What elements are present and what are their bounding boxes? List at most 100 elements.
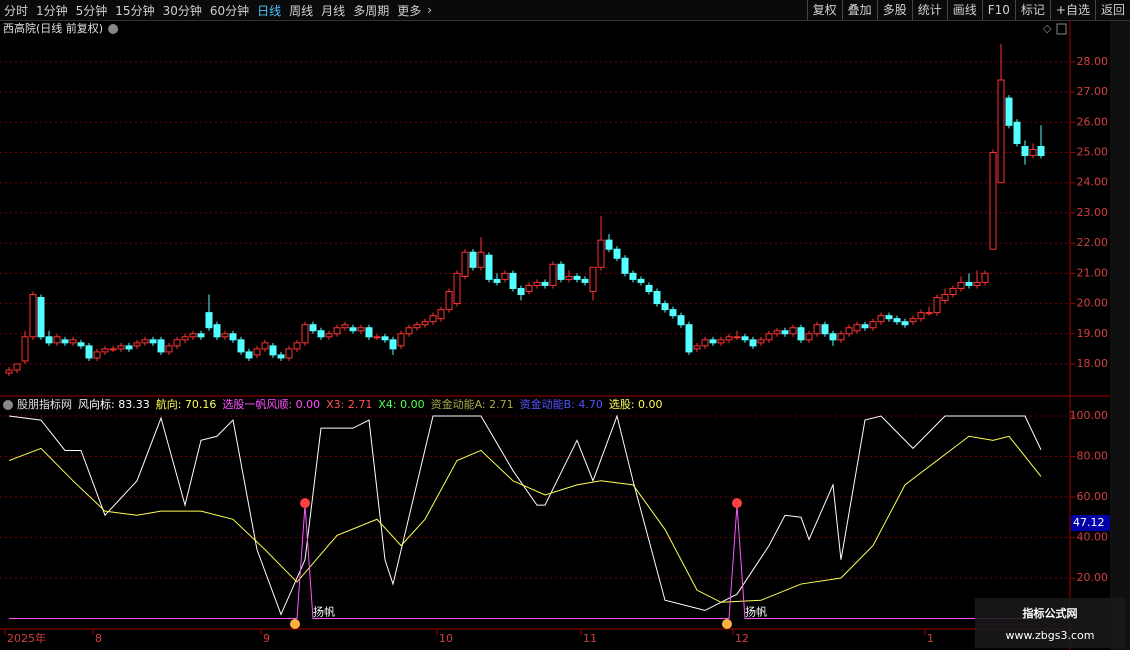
candle-body <box>621 257 629 274</box>
period-tab[interactable]: 更多 <box>397 3 422 18</box>
candle-body <box>1029 148 1037 157</box>
x-tick-label: 12 <box>735 632 749 645</box>
candle-body <box>437 309 445 320</box>
candle-body <box>349 327 357 332</box>
tool-button[interactable]: 统计 <box>911 0 947 20</box>
cursor-label-bg <box>1071 515 1110 532</box>
candle-body <box>861 324 869 329</box>
candle-body <box>357 327 365 332</box>
y-tick-label: 25.00 <box>1077 146 1109 159</box>
y-tick-label: 19.00 <box>1077 327 1109 340</box>
x-tick-label: 2025年 <box>7 631 46 645</box>
period-tab[interactable]: 15分钟 <box>115 3 155 18</box>
candle-body <box>413 324 421 329</box>
candle-body <box>941 294 949 302</box>
candle-body <box>565 275 573 280</box>
candle-body <box>85 345 93 359</box>
period-tab[interactable]: 周线 <box>289 3 314 18</box>
candle-body <box>973 281 981 286</box>
candle-body <box>325 333 333 338</box>
candle-body <box>317 330 325 338</box>
candle-body <box>61 339 69 344</box>
candle-body <box>205 312 213 329</box>
indicator-line <box>9 505 1041 619</box>
tool-button[interactable]: 复权 <box>806 0 842 20</box>
legend-entry: 风向标: 83.33 <box>78 397 150 411</box>
candle-body <box>53 336 61 344</box>
candle-body <box>613 248 621 259</box>
candle-body <box>189 333 197 338</box>
candle-body <box>253 348 261 356</box>
y-tick-label: 27.00 <box>1077 85 1109 98</box>
candle-body <box>709 339 717 344</box>
period-tab[interactable]: 分时 <box>4 3 29 18</box>
candle-body <box>637 278 645 283</box>
candle-body <box>101 348 109 353</box>
x-tick-label: 8 <box>95 632 102 645</box>
watermark-title: 指标公式网 <box>1023 606 1078 620</box>
candle-body <box>509 272 517 289</box>
candle-body <box>293 342 301 350</box>
candle-body <box>485 254 493 280</box>
candle-body <box>477 251 485 268</box>
candle-body <box>117 345 125 350</box>
candle-body <box>461 251 469 277</box>
candle-body <box>669 309 677 317</box>
x-tick-label: 10 <box>439 632 453 645</box>
legend-entry: X3: 2.71 <box>326 398 372 411</box>
candle-body <box>797 327 805 341</box>
icon[interactable] <box>3 400 13 410</box>
icon[interactable] <box>108 24 119 34</box>
toolbar-right: 复权 叠加 多股 统计 画线 F10 标记 +自选 返回 <box>806 0 1130 20</box>
candle-body <box>69 339 77 344</box>
candle-body <box>93 351 101 359</box>
candle-body <box>1037 145 1045 157</box>
tool-button[interactable]: 标记 <box>1014 0 1050 20</box>
candle-body <box>997 79 1005 184</box>
candle-body <box>885 315 893 320</box>
y-tick-label: 26.00 <box>1077 115 1109 128</box>
period-tab[interactable]: 月线 <box>321 3 346 18</box>
period-tab[interactable]: 30分钟 <box>162 3 202 18</box>
toolbar-left: 分时 1分钟 5分钟 15分钟 30分钟 60分钟 日线 周线 月线 多周期 更多 › <box>0 0 434 20</box>
icon[interactable]: ◇ <box>1043 22 1052 35</box>
candle-body <box>557 263 565 280</box>
indicator-line <box>8 435 1042 603</box>
tool-button[interactable]: F10 <box>981 0 1015 20</box>
icon[interactable] <box>1056 23 1067 35</box>
candle-body <box>813 324 821 335</box>
candle-body <box>277 354 285 359</box>
period-tab[interactable]: 1分钟 <box>36 3 68 18</box>
tool-button[interactable]: +自选 <box>1049 0 1095 20</box>
candle-body <box>829 333 837 341</box>
legend-entry: 选股: 0.00 <box>609 398 663 411</box>
watermark-url: www.zbgs3.com <box>1006 629 1095 642</box>
x-tick-label: 9 <box>263 632 270 645</box>
y-tick-label: 80.00 <box>1077 450 1109 463</box>
candle-body <box>597 239 605 268</box>
candle-body <box>429 315 437 323</box>
candle-body <box>229 333 237 341</box>
candle-body <box>133 342 141 347</box>
cursor-label: 47.12 <box>1073 516 1105 529</box>
watermark-bg <box>975 598 1125 648</box>
legend-entry: X4: 0.00 <box>378 398 424 411</box>
y-tick-label: 28.00 <box>1077 55 1109 68</box>
candle-body <box>645 284 653 292</box>
y-tick-label: 40.00 <box>1077 530 1109 543</box>
candle-body <box>805 333 813 341</box>
candle-body <box>333 327 341 335</box>
tool-button[interactable]: 画线 <box>946 0 982 20</box>
chevron[interactable]: › <box>427 3 433 17</box>
period-tab[interactable]: 60分钟 <box>209 3 250 18</box>
tool-button[interactable]: 多股 <box>876 0 912 20</box>
period-tab[interactable]: 5分钟 <box>75 3 108 18</box>
candle-body <box>877 315 885 323</box>
period-tab[interactable]: 日线 <box>257 3 282 18</box>
period-tab[interactable]: 多周期 <box>353 3 390 18</box>
candle-body <box>213 324 221 338</box>
tool-button[interactable]: 叠加 <box>841 0 877 20</box>
candle-body <box>125 345 133 350</box>
tool-button[interactable]: 返回 <box>1094 0 1130 20</box>
candle-body <box>965 281 973 286</box>
